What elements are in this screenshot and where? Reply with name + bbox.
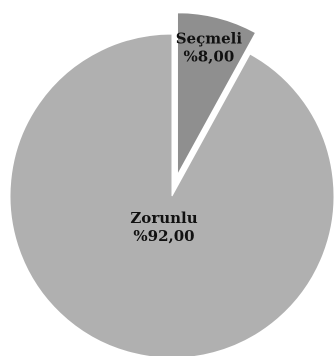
slice-category-label: Zorunlu	[130, 209, 197, 227]
pie-slices	[9, 12, 334, 356]
pie-slice-zorunlu	[9, 33, 334, 356]
slice-value-label: %8,00	[183, 47, 234, 65]
pie-labels: Seçmeli%8,00 Zorunlu%92,00	[130, 29, 242, 245]
slice-category-label: Seçmeli	[176, 29, 243, 47]
pie-slice-se-meli	[176, 12, 257, 175]
slice-value-label: %92,00	[133, 227, 194, 245]
